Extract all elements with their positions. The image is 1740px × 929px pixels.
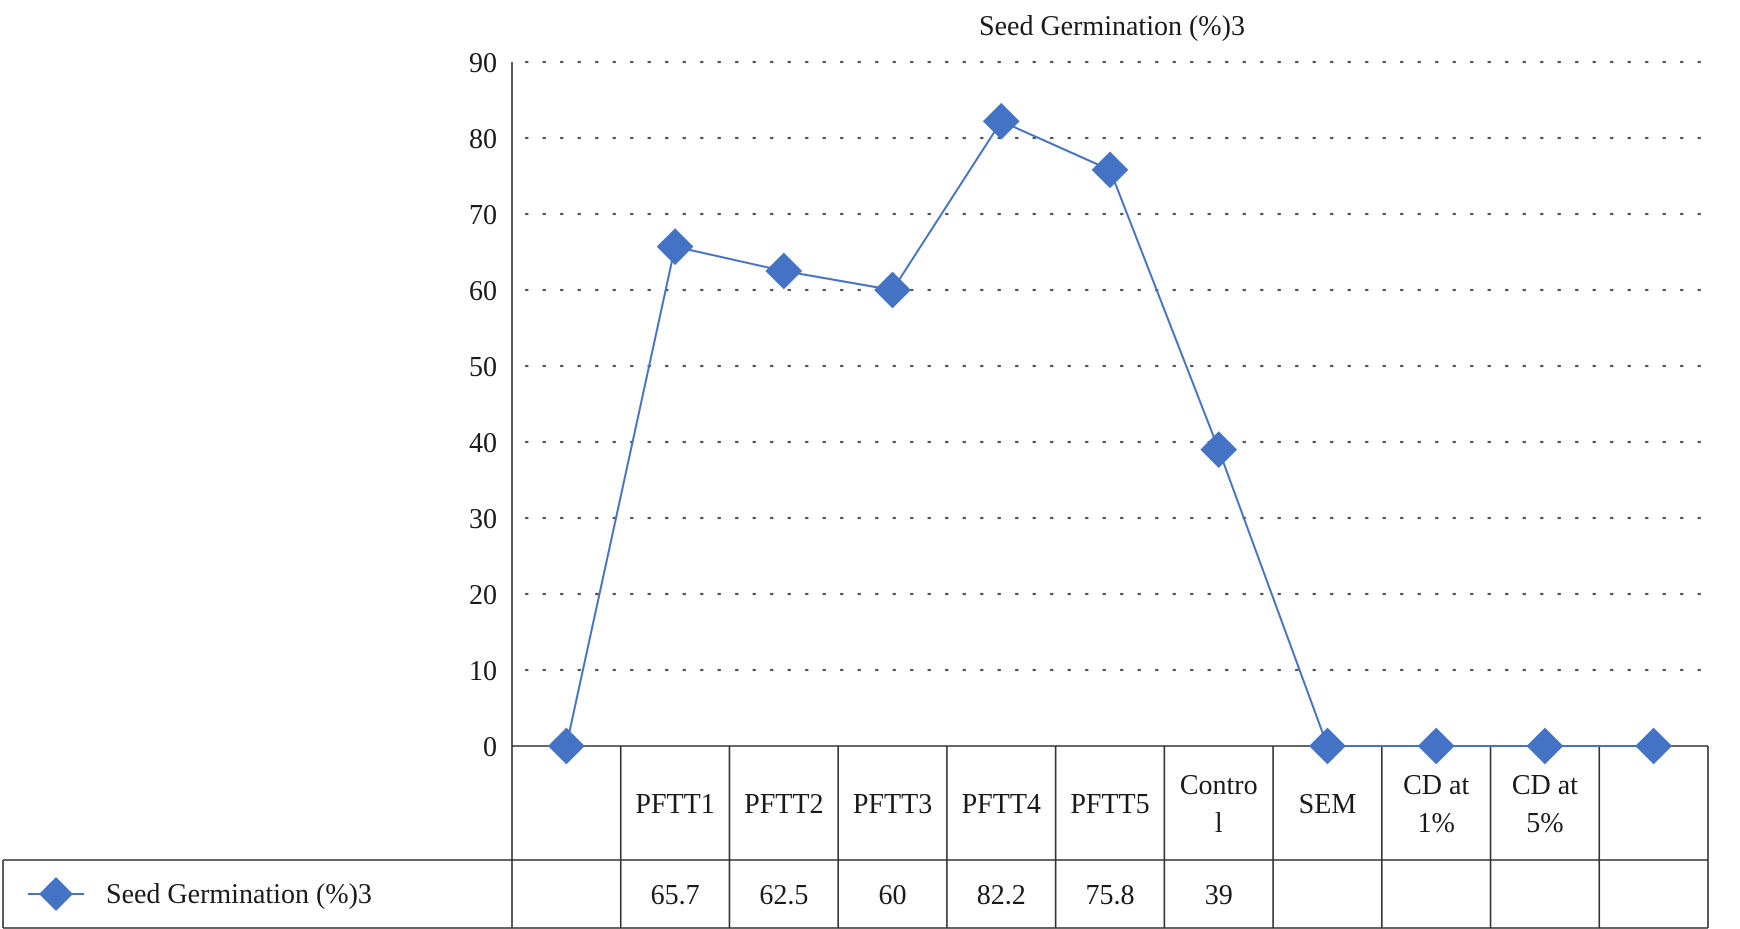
series-layer <box>547 102 1673 765</box>
data-point-marker <box>1526 727 1564 765</box>
y-tick-label: 0 <box>483 732 497 763</box>
category-label: CD at <box>1512 770 1578 801</box>
data-table-value: 62.5 <box>759 880 808 911</box>
legend-label: Seed Germination (%)3 <box>106 879 372 910</box>
y-tick-label: 90 <box>469 48 497 79</box>
y-tick-label: 20 <box>469 580 497 611</box>
data-point-marker <box>982 102 1020 140</box>
category-label: l <box>1215 808 1223 839</box>
category-label: SEM <box>1299 789 1357 820</box>
y-tick-label: 40 <box>469 428 497 459</box>
data-table-value: 39 <box>1205 880 1233 911</box>
y-tick-label: 10 <box>469 656 497 687</box>
data-table-value: 82.2 <box>977 880 1026 911</box>
data-table-value: 75.8 <box>1086 880 1135 911</box>
y-tick-label: 50 <box>469 352 497 383</box>
category-label: PFTT4 <box>962 789 1041 820</box>
y-axis-ticks: 0 10 20 30 40 50 60 70 80 90 <box>469 48 497 763</box>
data-table-value: 60 <box>879 880 907 911</box>
data-point-marker <box>1200 431 1238 468</box>
category-label: CD at <box>1403 770 1469 801</box>
y-tick-label: 80 <box>469 124 497 155</box>
category-label: 1% <box>1418 808 1455 839</box>
data-table-value: 65.7 <box>651 880 700 911</box>
y-tick-label: 70 <box>469 200 497 231</box>
category-label: 5% <box>1526 808 1563 839</box>
data-point-marker <box>656 228 694 266</box>
category-label: Contro <box>1180 770 1258 801</box>
chart-title: Seed Germination (%)3 <box>979 11 1245 42</box>
gridlines <box>524 60 1710 672</box>
legend: Seed Germination (%)3 <box>28 877 372 911</box>
data-point-marker <box>874 271 911 309</box>
category-label: PFTT3 <box>853 789 932 820</box>
data-point-marker <box>1417 727 1455 765</box>
data-point-marker <box>547 727 585 765</box>
data-point-marker <box>1091 151 1129 189</box>
legend-diamond-icon <box>39 877 73 911</box>
category-label: PFTT1 <box>635 789 714 820</box>
y-tick-label: 60 <box>469 276 497 307</box>
y-tick-label: 30 <box>469 504 497 535</box>
data-point-marker <box>1635 727 1673 765</box>
category-label: PFTT5 <box>1070 789 1149 820</box>
data-point-marker <box>765 252 803 290</box>
category-label: PFTT2 <box>744 789 823 820</box>
data-point-marker <box>1309 727 1346 765</box>
series-line <box>565 120 1654 747</box>
data-table: PFTT1 PFTT2 PFTT3 PFTT4 PFTT5 Contro l SEM CD at… <box>2 62 1709 929</box>
